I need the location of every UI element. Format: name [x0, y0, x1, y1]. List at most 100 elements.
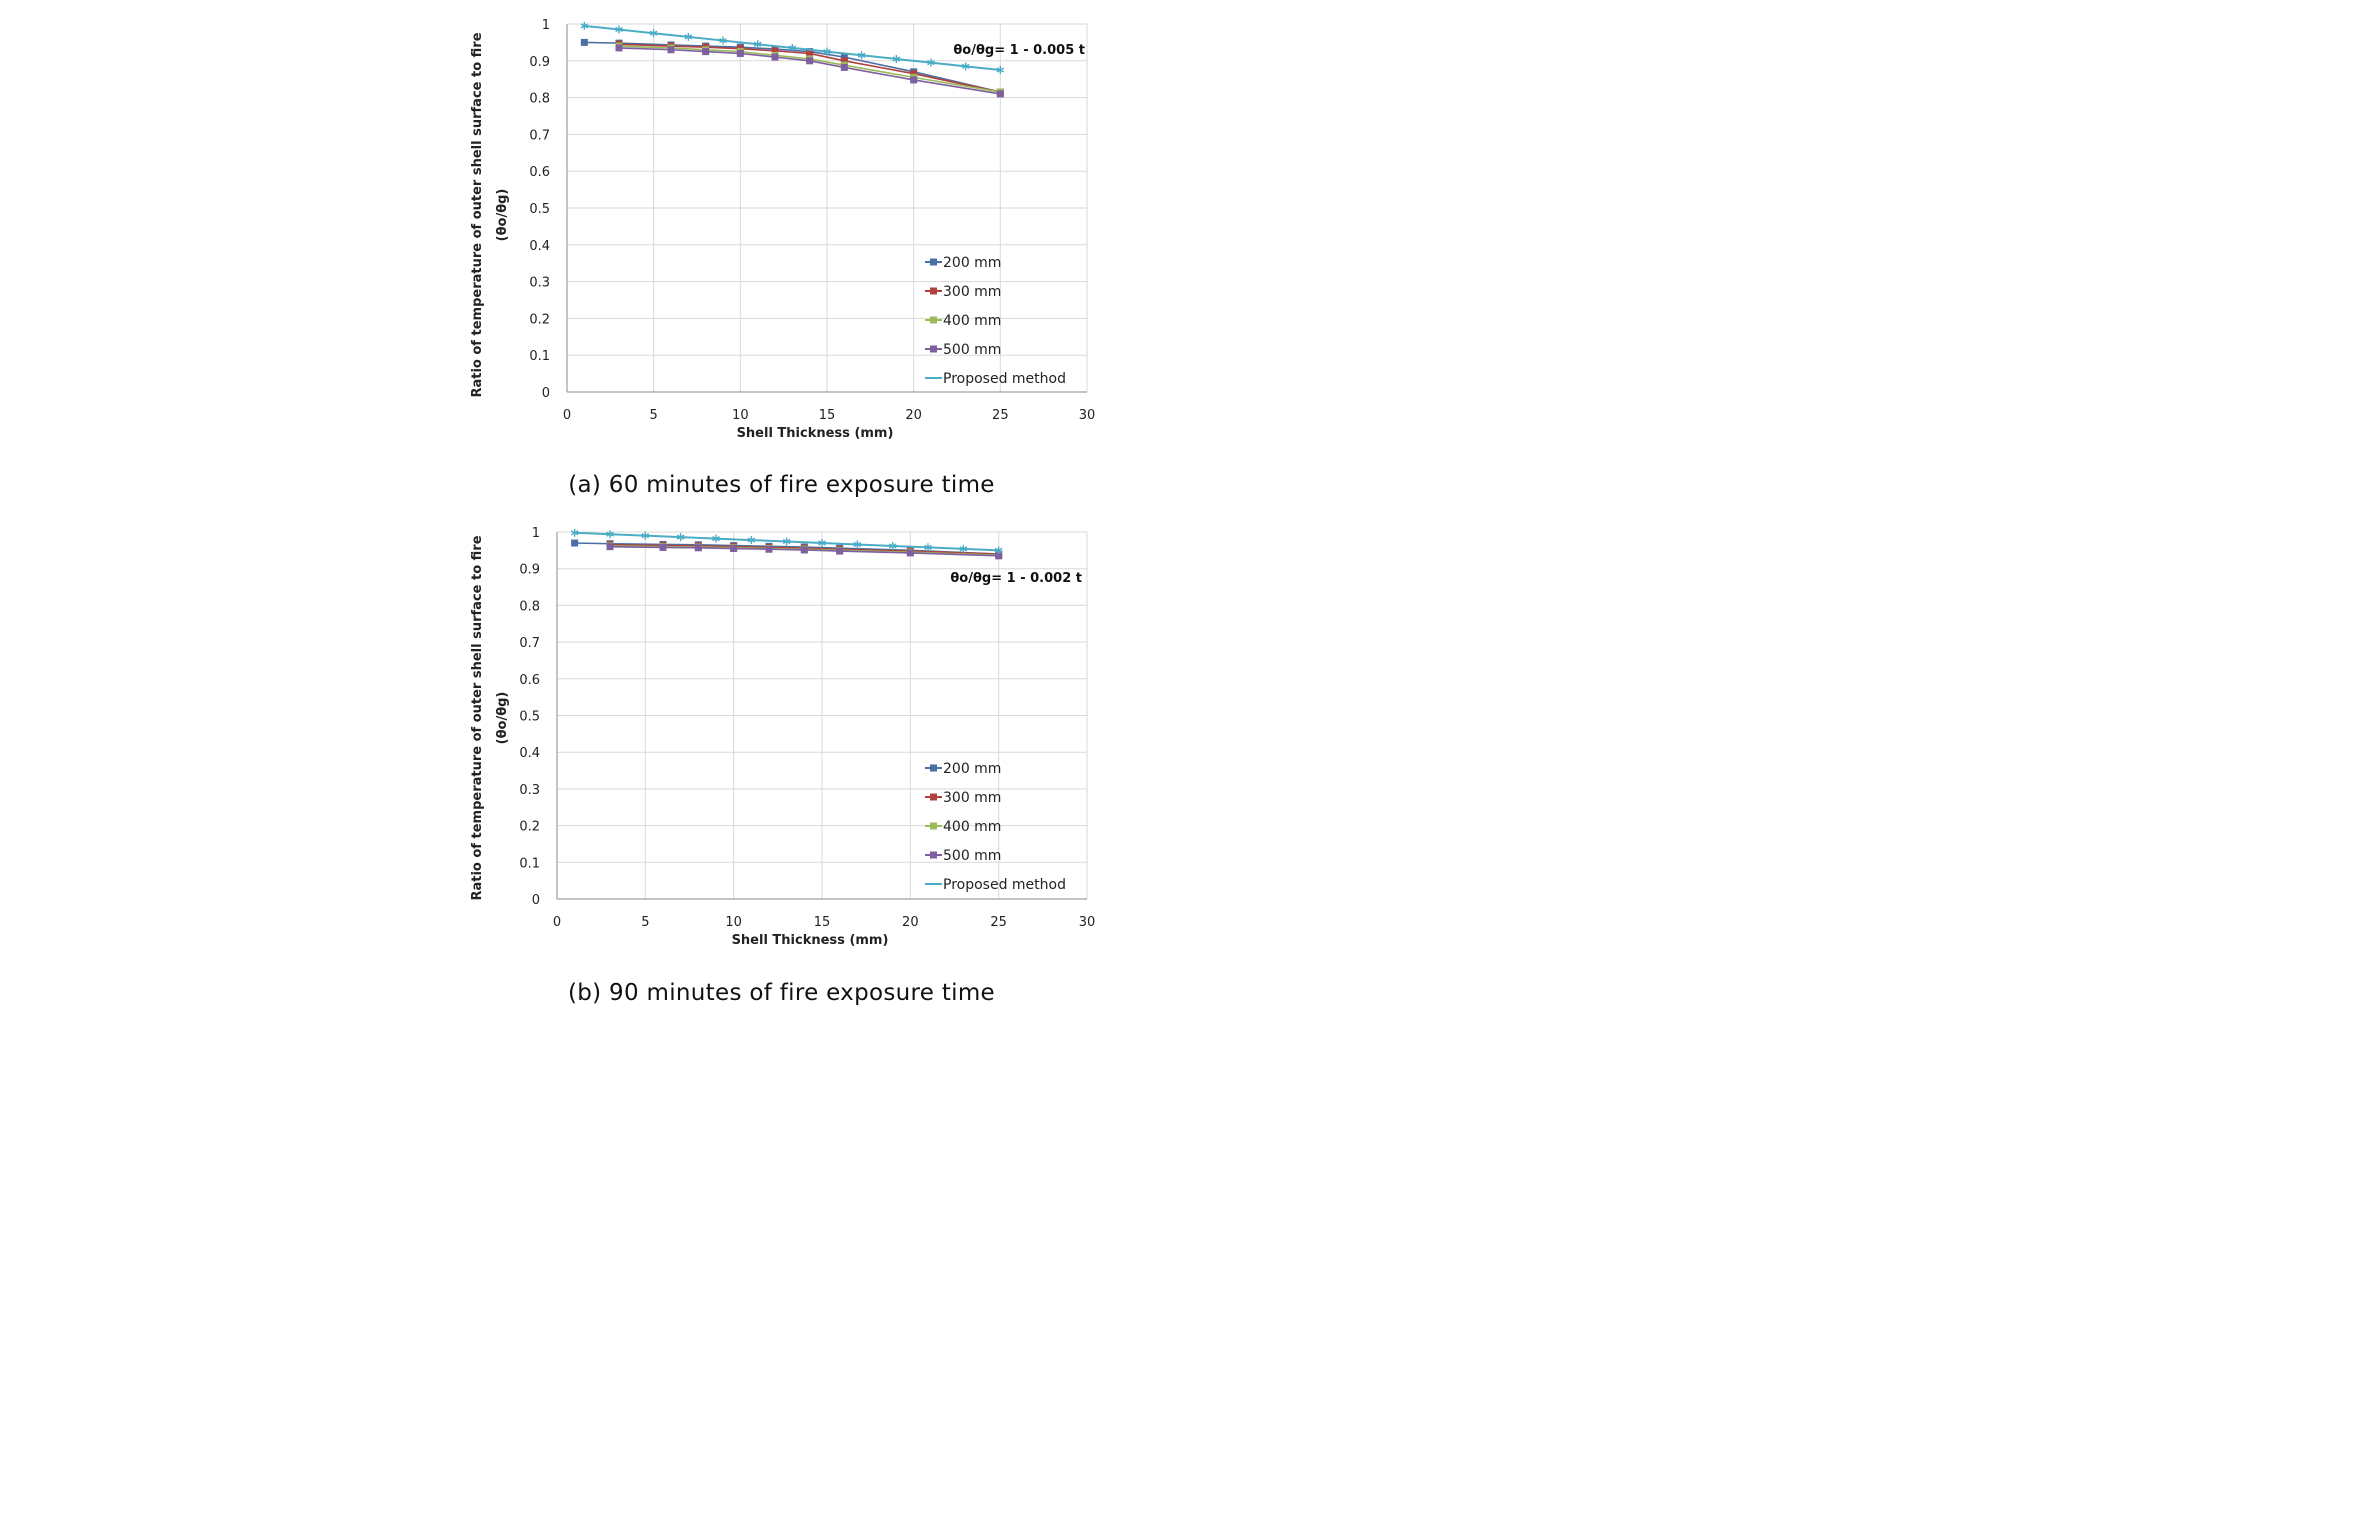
- legend-swatch-marker: [930, 258, 937, 266]
- legend-label: Proposed method: [943, 877, 1066, 893]
- legend-label: 400 mm: [943, 819, 1001, 835]
- data-point: [959, 544, 968, 553]
- data-point: [892, 54, 901, 63]
- legend-item: 200 mm: [925, 255, 1001, 271]
- data-point: [684, 32, 693, 41]
- legend: 200 mm 300 mm 400 mm 500 mm Proposed method: [925, 255, 1066, 387]
- data-point: [800, 546, 808, 554]
- data-point: [910, 70, 918, 78]
- data-point: [996, 90, 1004, 98]
- y-tick-label: 0.5: [529, 202, 550, 217]
- data-point: [659, 543, 667, 551]
- caption-a: (a) 60 minutes of fire exposure time: [568, 472, 995, 498]
- chart-panel-a: 0 0.1 0.2 0.3 0.4 0.5 0.6 0.7 0.8 0.9 1 0 5 10 15 20 25 3…: [0, 0, 1547, 510]
- y-tick-label: 1: [532, 526, 540, 541]
- chart-a-svg: 00.10.20.30.40.50.60.70.80.910 5 10 15 20 25 3…: [470, 18, 1096, 441]
- y-tick-label: 0.7: [519, 636, 540, 651]
- data-point: [906, 549, 914, 557]
- legend-item: 300 mm: [925, 284, 1001, 300]
- data-point: [730, 545, 738, 553]
- x-tick-label: 20: [905, 408, 922, 423]
- y-axis-subtitle: (θo/θg): [495, 692, 510, 745]
- legend-label: 300 mm: [943, 284, 1001, 300]
- x-tick-label: 0: [553, 915, 561, 930]
- x-tick-label: 30: [1079, 915, 1096, 930]
- x-tick-label: 15: [814, 915, 831, 930]
- data-point: [580, 21, 589, 30]
- data-point: [910, 76, 918, 84]
- x-tick-label: 10: [732, 408, 749, 423]
- legend-item: 400 mm: [925, 819, 1001, 835]
- legend-item: 200 mm: [925, 761, 1001, 777]
- legend-label: 300 mm: [943, 790, 1001, 806]
- data-point: [765, 545, 773, 553]
- data-point: [995, 552, 1003, 560]
- legend-swatch-marker: [930, 851, 937, 859]
- data-point: [606, 530, 614, 539]
- y-tick-label: 0: [542, 386, 550, 401]
- legend-swatch-marker: [930, 793, 937, 801]
- data-point: [924, 543, 932, 552]
- y-tick-label: 0.4: [529, 239, 550, 254]
- y-tick-label: 0.7: [529, 128, 550, 143]
- data-point: [771, 47, 779, 55]
- y-tick-label: 0.6: [529, 165, 550, 180]
- data-point: [606, 543, 614, 551]
- data-point: [927, 58, 935, 67]
- series-500-mm: [615, 44, 1004, 98]
- series-proposed-method: [580, 21, 1005, 74]
- data-point: [823, 47, 831, 56]
- data-point: [694, 544, 702, 552]
- gridlines: [567, 23, 1088, 392]
- legend-item: 500 mm: [925, 342, 1001, 358]
- y-tick-label: 0.6: [519, 673, 540, 688]
- data-point: [782, 537, 791, 546]
- y-axis-title: Ratio of temperature of outer shell surf…: [470, 535, 485, 900]
- y-tick-label: 0.3: [519, 783, 540, 798]
- data-point: [712, 534, 720, 543]
- data-point: [818, 539, 826, 548]
- legend-item: 300 mm: [925, 790, 1001, 806]
- legend-swatch-marker: [930, 316, 937, 324]
- data-point: [840, 63, 848, 71]
- chart-panel-b: 0 0.1 0.2 0.3 0.4 0.5 0.6 0.7 0.8 0.9 1 0 5 10 15 20 25 3…: [0, 510, 1547, 1017]
- data-point: [806, 57, 814, 65]
- x-tick-label: 5: [650, 408, 658, 423]
- series-500-mm: [606, 543, 1003, 560]
- legend-item: Proposed method: [925, 371, 1066, 387]
- data-point: [747, 536, 756, 545]
- data-point: [571, 539, 579, 547]
- data-point: [853, 540, 862, 549]
- data-point: [736, 49, 744, 57]
- legend-label: 500 mm: [943, 848, 1001, 864]
- data-point: [961, 62, 970, 71]
- series-line: [574, 542, 999, 555]
- y-tick-label: 1: [542, 18, 550, 33]
- y-axis-subtitle: (θo/θg): [495, 189, 510, 242]
- y-tick-label: 0.8: [519, 599, 540, 614]
- x-tick-label: 30: [1079, 408, 1096, 423]
- data-point: [994, 546, 1003, 555]
- y-tick-label: 0.9: [529, 55, 550, 70]
- x-tick-label: 25: [992, 408, 1009, 423]
- x-tick-label: 20: [902, 915, 919, 930]
- legend-label: 500 mm: [943, 342, 1001, 358]
- y-tick-label: 0.9: [519, 563, 540, 578]
- x-tick-label: 5: [641, 915, 649, 930]
- x-tick-label: 15: [819, 408, 836, 423]
- legend-swatch-marker: [930, 822, 937, 830]
- x-tick-label: 10: [725, 915, 742, 930]
- data-point: [702, 48, 710, 56]
- equation-annotation: θo/θg= 1 - 0.002 t: [950, 571, 1082, 586]
- y-tick-label: 0.1: [519, 856, 540, 871]
- y-tick-label: 0.3: [529, 276, 550, 291]
- legend-item: 400 mm: [925, 313, 1001, 329]
- data-point: [753, 40, 762, 49]
- y-tick-label: 0.2: [529, 312, 550, 327]
- data-point: [719, 36, 727, 45]
- y-tick-label: 0.2: [519, 820, 540, 835]
- y-tick-label: 0: [532, 893, 540, 908]
- data-point: [570, 528, 579, 537]
- legend-label: 200 mm: [943, 761, 1001, 777]
- data-point: [676, 533, 685, 542]
